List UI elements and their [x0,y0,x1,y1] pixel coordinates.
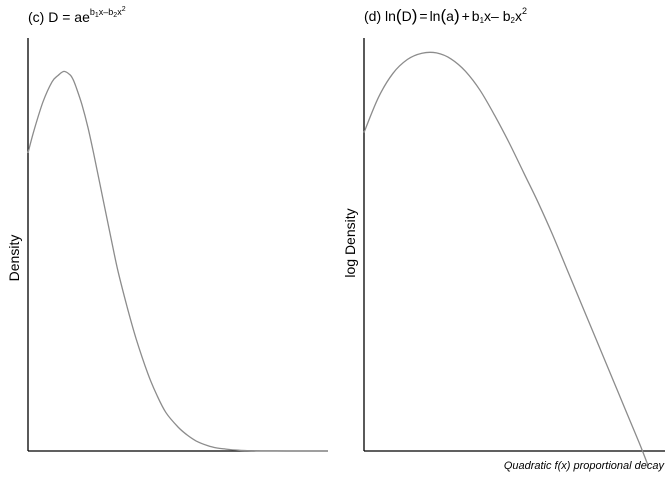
panel-d-plot [363,38,665,467]
panel-d-title: (d) ln(D) = ln(a) + b1x– b2x2 [364,6,527,25]
panel-c-density-curve [27,70,328,452]
panel-c-plot [27,38,328,452]
panel-c-title-exponent: b1x–b2x2 [89,6,126,19]
panel-c-title-prefix: (c) D = ae [28,9,90,25]
figure-caption: Quadratic f(x) proportional decay [503,460,664,472]
panel-d-log-density-curve [363,51,649,467]
panel-c-title: (c) D = aeb1x–b2x2 [28,6,126,25]
